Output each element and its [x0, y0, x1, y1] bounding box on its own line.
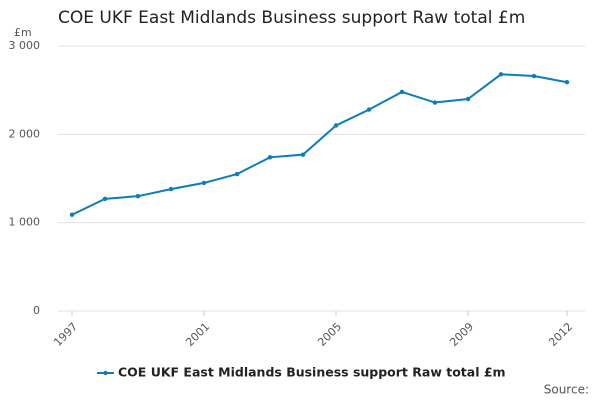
point: [432, 100, 438, 105]
point: [300, 152, 306, 157]
y-tick-label: 0: [33, 304, 40, 317]
point: [564, 80, 570, 85]
point: [333, 123, 339, 128]
x-tick-label: 2012: [546, 320, 575, 349]
point: [267, 155, 273, 160]
x-tick-label: 1997: [51, 320, 80, 349]
chart-title: COE UKF East Midlands Business support R…: [58, 8, 525, 28]
legend-label: COE UKF East Midlands Business support R…: [118, 365, 506, 380]
legend-marker: [103, 370, 108, 376]
point: [399, 89, 405, 95]
point: [465, 96, 471, 102]
point: [366, 107, 372, 112]
point: [102, 196, 108, 202]
y-tick-label: 2 000: [9, 127, 41, 140]
y-tick-label: 3 000: [9, 39, 41, 52]
point: [498, 72, 504, 77]
point: [234, 171, 240, 177]
x-tick-label: 2009: [447, 320, 476, 349]
point: [69, 212, 75, 217]
y-tick-label: 1 000: [9, 216, 41, 229]
point: [168, 186, 174, 192]
series-line: [71, 73, 568, 216]
point: [531, 73, 537, 79]
point: [201, 180, 207, 186]
x-tick-label: 2005: [315, 320, 344, 349]
y-unit: £m: [14, 26, 32, 39]
x-tick-label: 2001: [183, 320, 212, 349]
source: Source:: [544, 383, 589, 397]
point: [135, 193, 141, 199]
